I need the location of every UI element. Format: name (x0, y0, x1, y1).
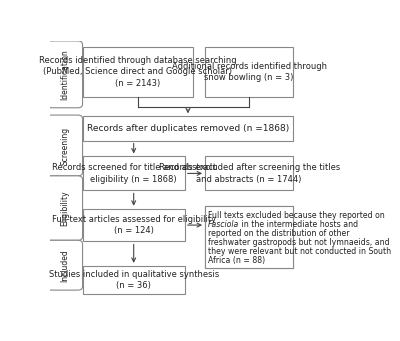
FancyBboxPatch shape (82, 116, 293, 140)
Text: Fasciola: Fasciola (208, 220, 239, 229)
Text: Screening: Screening (60, 127, 69, 164)
Text: Additional records identified through
snow bowling (n = 3): Additional records identified through sn… (172, 62, 327, 82)
FancyBboxPatch shape (82, 47, 193, 97)
Text: Records identified through database searching
(PubMed, Science direct and Google: Records identified through database sear… (39, 56, 236, 88)
Text: Identification: Identification (60, 49, 69, 100)
Text: in the intermediate hosts and: in the intermediate hosts and (239, 220, 358, 229)
Text: Studies included in qualitative synthesis
(n = 36): Studies included in qualitative synthesi… (48, 270, 219, 290)
Text: they were relevant but not conducted in South: they were relevant but not conducted in … (208, 247, 391, 256)
FancyBboxPatch shape (47, 41, 82, 108)
FancyBboxPatch shape (205, 47, 293, 97)
FancyBboxPatch shape (82, 157, 185, 190)
FancyBboxPatch shape (47, 176, 82, 240)
Text: Records after duplicates removed (n =1868): Records after duplicates removed (n =186… (87, 124, 289, 133)
FancyBboxPatch shape (205, 206, 293, 268)
FancyBboxPatch shape (205, 206, 293, 268)
Text: Records screened for title and abstract
eligibility (n = 1868): Records screened for title and abstract … (52, 163, 216, 184)
Text: Full texts excluded because they reported on: Full texts excluded because they reporte… (208, 211, 385, 220)
Text: Records excluded after screening the titles
and abstracts (n = 1744): Records excluded after screening the tit… (158, 163, 340, 184)
Text: Full-text articles assessed for eligibility
(n = 124): Full-text articles assessed for eligibil… (52, 215, 216, 235)
FancyBboxPatch shape (82, 266, 185, 294)
FancyBboxPatch shape (205, 157, 293, 190)
Text: reported on the distribution of other: reported on the distribution of other (208, 229, 350, 238)
FancyBboxPatch shape (47, 240, 82, 290)
Text: Africa (n = 88): Africa (n = 88) (208, 256, 265, 265)
Text: Included: Included (60, 249, 69, 282)
FancyBboxPatch shape (47, 115, 82, 176)
Text: Eligibility: Eligibility (60, 190, 69, 226)
Text: freshwater gastropods but not lymnaeids, and: freshwater gastropods but not lymnaeids,… (208, 238, 390, 247)
FancyBboxPatch shape (82, 209, 185, 241)
